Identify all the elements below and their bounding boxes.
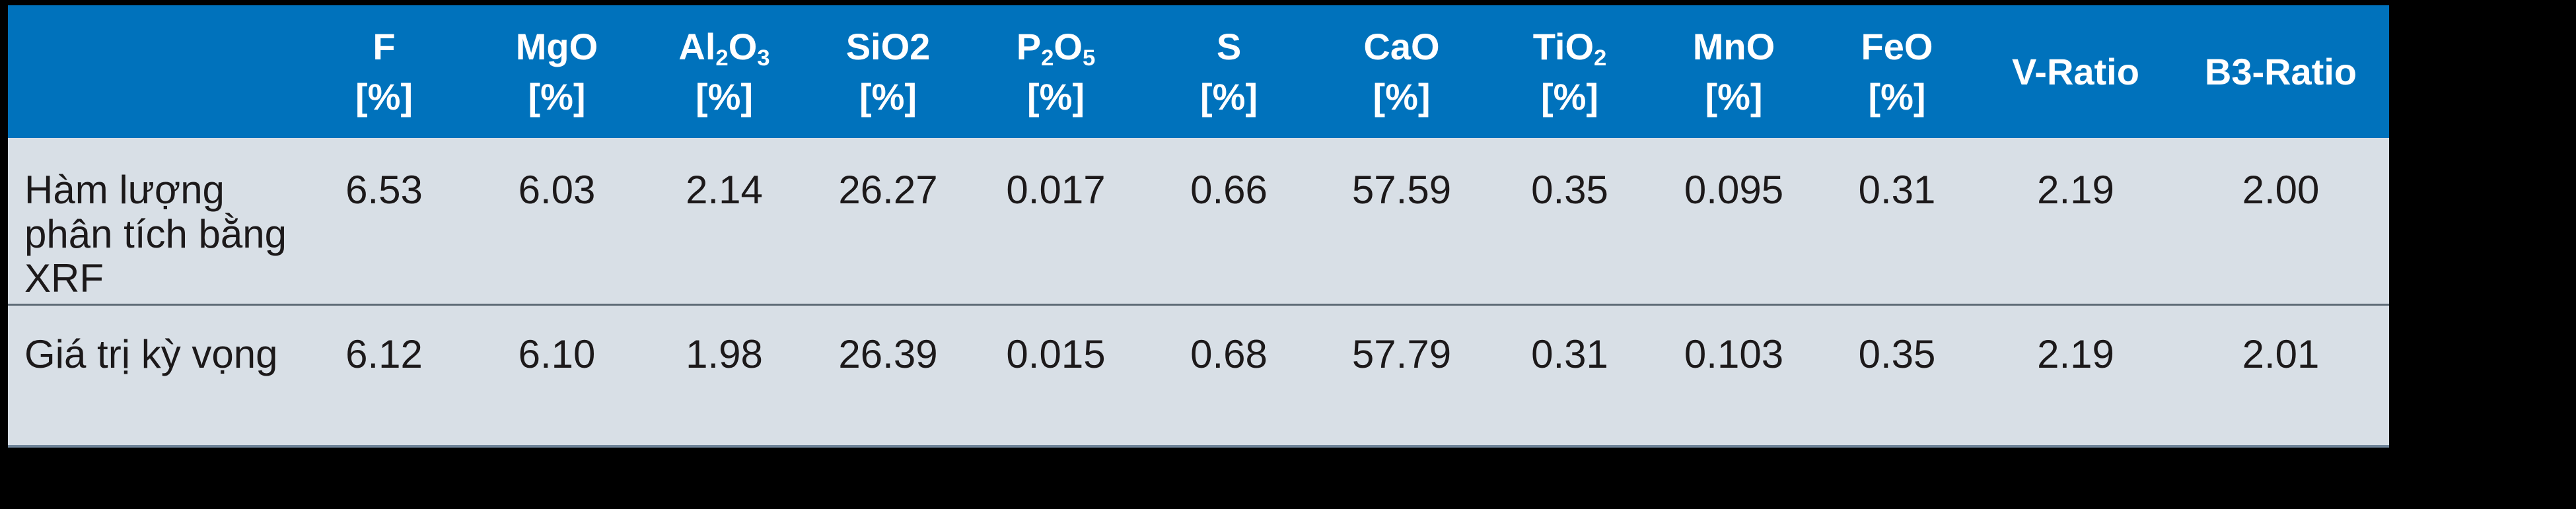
header-unit: [%]: [1373, 75, 1431, 118]
table-row-expected: Giá trị kỳ vọng 6.12 6.10 1.98 26.39 0.0…: [8, 304, 2389, 446]
row-label-xrf: Hàm lượng phân tích bằng XRF: [24, 168, 287, 300]
header-formula: MgO: [515, 25, 598, 67]
cell-xrf-s: 0.66: [1190, 168, 1268, 212]
header-unit: [%]: [1868, 75, 1926, 118]
header-formula: MnO: [1692, 25, 1775, 67]
cell-xrf-cao: 57.59: [1351, 168, 1452, 212]
cell-xrf-tio2: 0.35: [1531, 168, 1608, 212]
cell-expected-al2o3: 1.98: [686, 331, 763, 376]
col-header-v-ratio: V-Ratio: [1979, 5, 2172, 138]
header-row: F [%] MgO [%] Al2O3 [%] SiO2 [%]: [8, 5, 2389, 138]
header-unit: [%]: [528, 75, 586, 118]
col-header-f: F [%]: [297, 5, 471, 138]
table-header: F [%] MgO [%] Al2O3 [%] SiO2 [%]: [8, 5, 2389, 138]
cell-xrf-sio2: 26.27: [838, 168, 938, 212]
col-header-p2o5: P2O5 [%]: [970, 5, 1141, 138]
header-unit: [%]: [355, 75, 413, 118]
col-header-al2o3: Al2O3 [%]: [643, 5, 806, 138]
table-row-xrf: Hàm lượng phân tích bằng XRF 6.53 6.03 2…: [8, 138, 2389, 304]
cell-xrf-v-ratio: 2.19: [2037, 168, 2114, 212]
col-header-s: S [%]: [1141, 5, 1316, 138]
header-formula: P2O5: [1016, 25, 1096, 71]
cell-expected-b3-ratio: 2.01: [2242, 331, 2320, 376]
header-unit: [%]: [1540, 75, 1599, 118]
cell-expected-feo: 0.35: [1858, 331, 1936, 376]
cell-xrf-feo: 0.31: [1858, 168, 1936, 212]
cell-expected-mgo: 6.10: [518, 331, 596, 376]
col-header-feo: FeO [%]: [1815, 5, 1979, 138]
header-unit: [%]: [1026, 75, 1085, 118]
cell-expected-cao: 57.79: [1351, 331, 1452, 376]
cell-xrf-p2o5: 0.017: [1006, 168, 1106, 212]
cell-xrf-mgo: 6.03: [518, 168, 596, 212]
header-formula: CaO: [1363, 25, 1440, 67]
header-formula: V-Ratio: [2012, 50, 2139, 92]
cell-expected-p2o5: 0.015: [1006, 331, 1106, 376]
row-label-expected: Giá trị kỳ vọng: [24, 331, 278, 376]
cell-xrf-b3-ratio: 2.00: [2242, 168, 2320, 212]
col-header-mno: MnO [%]: [1653, 5, 1815, 138]
cell-expected-v-ratio: 2.19: [2037, 331, 2114, 376]
cell-expected-mno: 0.103: [1684, 331, 1784, 376]
cell-xrf-al2o3: 2.14: [686, 168, 763, 212]
header-formula: F: [373, 25, 396, 67]
header-unit: [%]: [695, 75, 754, 118]
header-formula: TiO2: [1532, 25, 1607, 71]
col-header-mgo: MgO [%]: [471, 5, 643, 138]
cell-xrf-f: 6.53: [345, 168, 423, 212]
cell-expected-sio2: 26.39: [838, 331, 938, 376]
header-formula: FeO: [1861, 25, 1933, 67]
cell-expected-f: 6.12: [345, 331, 423, 376]
header-unit: [%]: [1199, 75, 1258, 118]
header-formula: SiO2: [845, 25, 931, 67]
header-unit: [%]: [1705, 75, 1763, 118]
header-formula: Al2O3: [678, 25, 770, 71]
col-header-tio2: TiO2 [%]: [1487, 5, 1653, 138]
composition-table: F [%] MgO [%] Al2O3 [%] SiO2 [%]: [8, 5, 2389, 448]
table-body: Hàm lượng phân tích bằng XRF 6.53 6.03 2…: [8, 138, 2389, 446]
col-header-b3-ratio: B3-Ratio: [2172, 5, 2389, 138]
col-header-cao: CaO [%]: [1316, 5, 1487, 138]
header-formula: B3-Ratio: [2204, 50, 2357, 92]
header-unit: [%]: [859, 75, 917, 118]
header-formula: S: [1216, 25, 1242, 67]
cell-xrf-mno: 0.095: [1684, 168, 1784, 212]
col-header-sio2: SiO2 [%]: [806, 5, 970, 138]
cell-expected-s: 0.68: [1190, 331, 1268, 376]
composition-table-wrap: F [%] MgO [%] Al2O3 [%] SiO2 [%]: [8, 5, 2389, 448]
col-header-blank: [8, 5, 297, 138]
cell-expected-tio2: 0.31: [1531, 331, 1608, 376]
